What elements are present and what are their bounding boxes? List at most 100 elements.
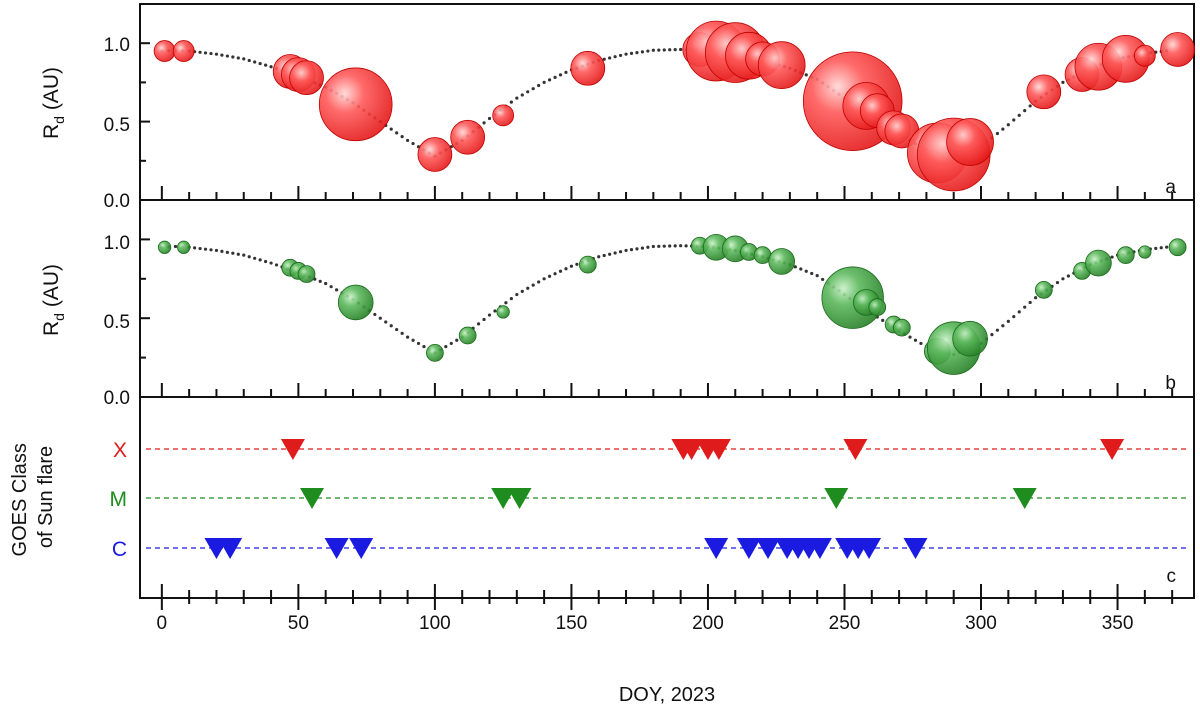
orbit-curve-dot [613,251,617,255]
orbit-curve-dot [444,344,448,349]
flare-marker [458,326,477,345]
orbit-curve-dot [662,48,666,52]
orbit-curve-dot [242,57,246,61]
orbit-curve-dot [1006,123,1010,127]
orbit-curve-dot [253,60,257,64]
orbit-curve-dot [1001,324,1005,328]
orbit-curve-dot [558,73,563,77]
orbit-curve-dot [542,277,546,281]
orbit-curve-dot [198,246,202,251]
orbit-curve-dot [264,63,268,67]
orbit-curve-dot [209,248,213,252]
orbit-curve-dot [258,61,262,66]
flare-triangle [507,488,532,509]
orbit-curve-dot [1023,305,1027,309]
x-tick-label: 250 [829,613,861,634]
orbit-curve-dot [537,280,541,284]
orbit-curve-dot [662,244,666,248]
orbit-curve-dot [547,274,552,278]
orbit-curve-dot [515,292,519,297]
orbit-curve-dot [389,324,393,328]
flare-triangle [1012,488,1037,509]
orbit-curve-dot [531,283,535,287]
orbit-curve-dot [324,281,328,286]
orbit-curve-dot [629,248,634,252]
orbit-curve-dot [618,53,623,58]
flare-marker [1026,74,1062,110]
orbit-curve-dot [799,267,803,271]
flare-marker [952,320,988,357]
orbit-curve-dot [624,52,628,56]
panel-c-frame [139,396,1195,599]
orbit-curve-dot [804,73,808,77]
orbit-curve-dot [679,47,683,52]
flare-marker [417,137,453,172]
flare-marker [1133,44,1156,67]
orbit-curve-dot [881,318,885,323]
flare-marker [1116,246,1135,265]
orbit-curve-dot [203,247,208,251]
flare-marker [1034,280,1053,299]
orbit-curve-dot [509,297,513,301]
orbit-curve-dot [913,338,918,342]
orbit-curve-dot [575,262,579,266]
flare-marker [1160,32,1195,67]
orbit-curve-dot [679,244,683,248]
orbit-curve-dot [504,301,508,305]
orbit-curve-dot [225,54,229,58]
orbit-curve-dot [395,327,399,332]
panel-c-ylabel-line1: GOES Class [9,443,31,556]
flare-marker [868,298,887,317]
orbit-curve-dot [990,332,994,337]
flare-triangle [280,439,305,460]
flare-marker [337,284,374,321]
panel-a-ylabel-unit: (AU) [40,67,63,116]
flare-triangle [324,538,349,559]
panel-b-ylabel-main: R [40,321,63,336]
orbit-curve-dot [651,244,655,249]
orbit-curve-dot [558,269,563,273]
flare-marker [177,240,191,254]
flare-triangle [1100,439,1125,460]
panel-a-letter: a [1165,177,1176,198]
orbit-curve-dot [1017,310,1021,314]
orbit-curve-dot [389,127,393,131]
orbit-curve-dot [564,70,568,74]
orbit-curve-dot [476,322,481,326]
orbit-curve-dot [520,289,524,294]
orbit-curve-dot [400,331,404,335]
orbit-curve-dot [602,253,606,258]
orbit-curve-dot [608,56,612,60]
orbit-curve-dot [264,259,268,264]
flare-marker [892,318,911,337]
orbit-curve-dot [651,48,655,52]
orbit-curve-dot [537,83,541,88]
orbit-curve-dot [422,344,426,349]
flare-marker [153,40,176,62]
flare-triangle [679,439,704,460]
flare-triangle [704,538,729,559]
flare-marker [946,118,994,166]
panel-a-ylabel-main: R [40,124,63,139]
orbit-curve-dot [646,49,650,53]
orbit-curve-dot [919,341,923,346]
flare-marker [289,60,324,96]
orbit-curve-dot [400,135,404,139]
orbit-curve-dot [487,116,492,121]
flare-triangle [218,538,243,559]
orbit-curve-dot [569,264,574,268]
orbit-curve-dot [405,138,410,143]
orbit-curve-dot [1066,274,1070,278]
orbit-curve-dot [515,96,519,100]
orbit-curve-dot [668,48,672,52]
panel-a-markers [153,20,1195,192]
panel-a-ylabel-sub: d [51,116,67,124]
x-tick-label: 150 [556,613,588,634]
x-tick-label: 300 [965,613,997,634]
orbit-curve-dot [564,267,568,271]
orbit-curve-dot [793,265,797,269]
orbit-curve-dot [193,246,197,250]
orbit-curve-dot [203,51,208,55]
flare-marker [1138,245,1152,259]
orbit-curve-dot [673,48,677,52]
